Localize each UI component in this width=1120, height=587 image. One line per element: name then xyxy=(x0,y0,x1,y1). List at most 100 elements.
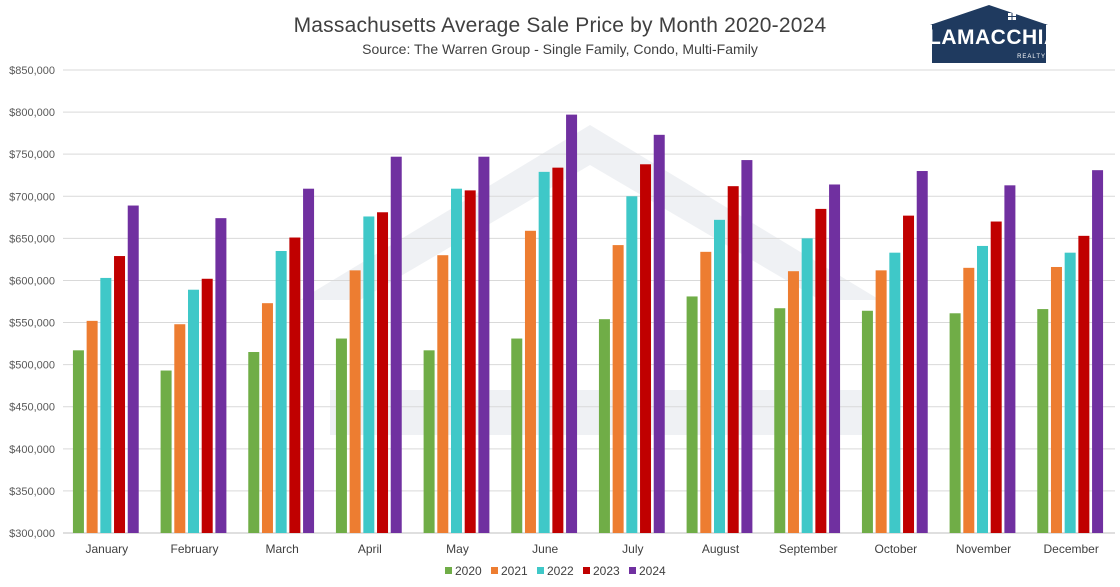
bar-2020-december xyxy=(1037,309,1049,533)
bar-2020-february xyxy=(160,370,172,533)
bar-2024-october xyxy=(916,171,928,533)
bar-2020-august xyxy=(686,296,698,533)
bar-2022-september xyxy=(801,238,813,533)
x-tick-label: March xyxy=(265,542,298,556)
x-tick-label: September xyxy=(779,542,838,556)
x-tick-label: April xyxy=(358,542,382,556)
bar-2023-may xyxy=(464,190,476,533)
bar-2023-july xyxy=(640,164,652,533)
bar-2021-january xyxy=(86,320,98,533)
y-tick-label: $750,000 xyxy=(9,149,55,161)
x-tick-label: June xyxy=(532,542,558,556)
bar-2021-may xyxy=(437,255,449,533)
bar-2020-may xyxy=(423,350,435,533)
bar-2022-may xyxy=(451,188,462,534)
y-tick-label: $550,000 xyxy=(9,318,55,330)
bar-2022-february xyxy=(188,289,199,533)
bar-2022-june xyxy=(538,171,550,534)
bar-2023-november xyxy=(990,221,1002,533)
y-tick-label: $350,000 xyxy=(9,486,55,498)
y-tick-label: $800,000 xyxy=(9,107,55,119)
house-roof-icon xyxy=(930,5,1048,25)
bar-2022-july xyxy=(626,196,638,534)
bar-2022-march xyxy=(275,250,287,533)
bar-2021-june xyxy=(524,230,536,533)
y-tick-label: $700,000 xyxy=(9,191,55,203)
logo-sub: REALTY xyxy=(1017,54,1046,60)
y-tick-label: $500,000 xyxy=(9,360,55,372)
bar-2024-february xyxy=(215,218,227,533)
y-tick-label: $650,000 xyxy=(9,233,55,245)
y-tick-label: $850,000 xyxy=(9,65,55,77)
bar-2022-august xyxy=(714,219,725,534)
bar-2023-february xyxy=(201,278,213,533)
chart-title: Massachusetts Average Sale Price by Mont… xyxy=(293,14,827,37)
bar-2023-march xyxy=(289,237,301,533)
lamacchia-logo: LAMACCHIA REALTY xyxy=(928,4,1060,64)
bar-2020-november xyxy=(949,313,961,533)
y-tick-label: $600,000 xyxy=(9,275,55,287)
legend-swatch-2023 xyxy=(583,567,590,574)
bar-2023-august xyxy=(727,186,739,534)
bar-2021-march xyxy=(261,303,273,533)
bar-2021-october xyxy=(875,270,887,533)
x-tick-label: January xyxy=(85,542,128,556)
bar-2022-december xyxy=(1064,252,1076,533)
x-tick-label: July xyxy=(622,542,643,556)
bar-2024-november xyxy=(1004,185,1016,533)
x-tick-label: November xyxy=(956,542,1011,556)
bar-2021-april xyxy=(349,270,361,533)
x-tick-label: May xyxy=(446,542,469,556)
legend-swatch-2021 xyxy=(491,567,498,574)
bar-2024-september xyxy=(829,184,841,533)
logo-box xyxy=(932,24,1046,63)
legend-swatch-2020 xyxy=(445,567,452,574)
bar-2020-january xyxy=(72,350,84,533)
legend-swatch-2022 xyxy=(537,567,544,574)
bar-2022-october xyxy=(889,252,901,533)
legend-label-2020: 2020 xyxy=(455,564,482,578)
bar-2021-february xyxy=(174,324,186,533)
chart-subtitle: Source: The Warren Group - Single Family… xyxy=(362,41,758,57)
bar-2023-october xyxy=(903,215,915,533)
legend-label-2024: 2024 xyxy=(639,564,666,578)
y-tick-label: $450,000 xyxy=(9,402,55,414)
legend-label-2023: 2023 xyxy=(593,564,620,578)
bar-2023-april xyxy=(377,212,389,533)
bar-2021-september xyxy=(787,271,799,533)
x-tick-label: December xyxy=(1043,542,1098,556)
bar-2023-january xyxy=(114,256,126,533)
bar-2024-may xyxy=(478,156,490,533)
bar-2020-september xyxy=(774,308,786,533)
legend-swatch-2024 xyxy=(629,567,636,574)
bar-2024-july xyxy=(653,134,665,533)
bar-2022-november xyxy=(977,245,988,533)
bar-2020-july xyxy=(598,319,610,533)
x-tick-label: October xyxy=(874,542,917,556)
legend-label-2022: 2022 xyxy=(547,564,574,578)
bar-2020-june xyxy=(511,338,523,533)
bar-2024-january xyxy=(127,205,139,534)
logo-name: LAMACCHIA xyxy=(928,26,1060,49)
bar-2021-november xyxy=(963,267,975,533)
bar-2021-august xyxy=(700,251,712,533)
bar-2024-august xyxy=(741,160,753,534)
x-tick-label: August xyxy=(702,542,740,556)
bar-2021-december xyxy=(1050,266,1062,533)
y-tick-label: $300,000 xyxy=(9,528,55,540)
bar-2020-march xyxy=(248,352,260,533)
bar-2024-april xyxy=(390,156,402,533)
bar-2020-april xyxy=(335,338,347,533)
y-tick-label: $400,000 xyxy=(9,444,55,456)
bar-2023-june xyxy=(552,167,564,533)
legend-label-2021: 2021 xyxy=(501,564,528,578)
x-tick-label: February xyxy=(170,542,218,556)
bar-2022-january xyxy=(100,277,112,533)
bar-2021-july xyxy=(612,245,624,533)
bar-2023-december xyxy=(1078,235,1090,533)
bar-2020-october xyxy=(861,310,873,533)
bar-2024-december xyxy=(1092,170,1104,533)
bar-2023-september xyxy=(815,208,827,533)
